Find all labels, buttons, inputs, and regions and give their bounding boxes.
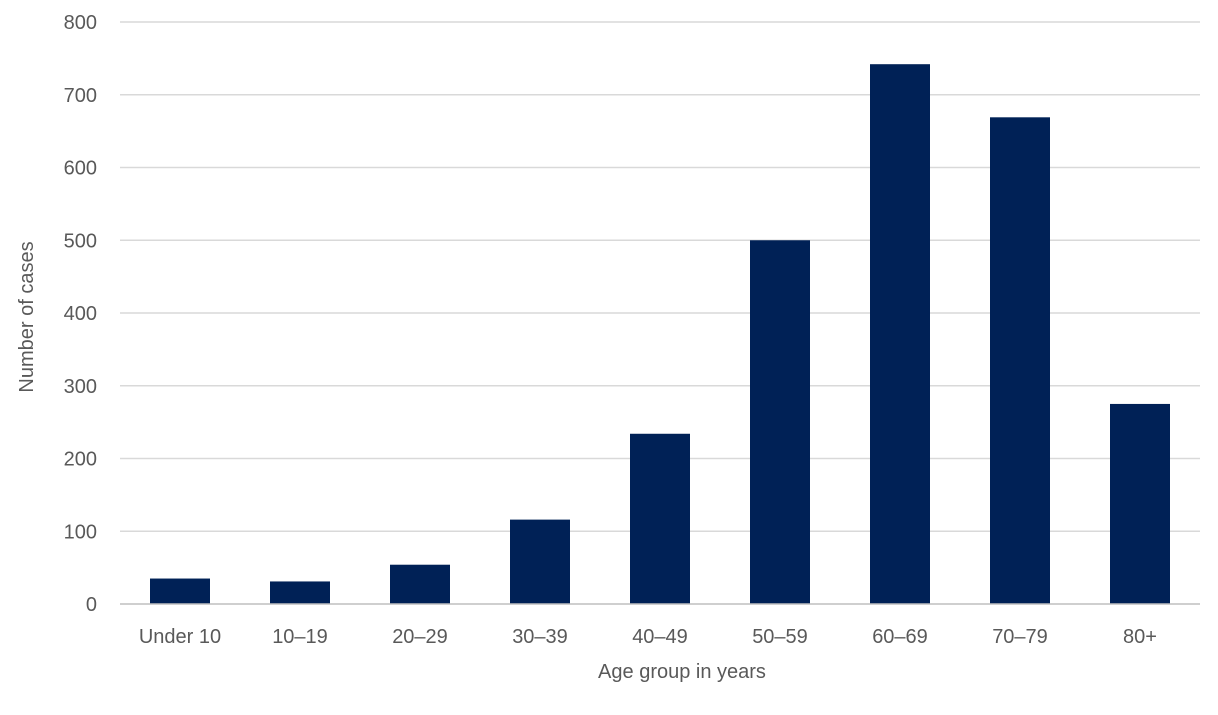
y-tick-label: 500 — [64, 230, 97, 252]
x-tick-label: 60–69 — [872, 626, 928, 648]
x-tick-label: 10–19 — [272, 626, 328, 648]
bar — [630, 433, 690, 604]
bar — [750, 240, 810, 604]
y-tick-label: 400 — [64, 303, 97, 325]
x-tick-label: 40–49 — [632, 626, 688, 648]
x-tick-label: Under 10 — [139, 626, 221, 648]
x-tick-label: 50–59 — [752, 626, 808, 648]
y-tick-label: 700 — [64, 85, 97, 107]
bar — [990, 117, 1050, 605]
bar — [270, 581, 330, 604]
x-tick-label: 80+ — [1123, 626, 1157, 648]
y-tick-label: 200 — [64, 449, 97, 471]
y-axis-ticks: 0 100 200 300 400 500 600 700 800 — [64, 12, 97, 616]
x-tick-label: 20–29 — [392, 626, 448, 648]
y-tick-label: 100 — [64, 521, 97, 543]
y-axis-title: Number of cases — [16, 241, 38, 392]
x-axis-ticks: Under 10 10–19 20–29 30–39 40–49 50–59 60–69 70… — [139, 626, 1157, 648]
bar — [150, 578, 210, 604]
bar — [390, 564, 450, 604]
bar — [1110, 403, 1170, 604]
y-tick-label: 600 — [64, 158, 97, 180]
bar — [510, 519, 570, 604]
y-tick-label: 300 — [64, 376, 97, 398]
y-tick-label: 0 — [86, 594, 97, 616]
bars — [150, 64, 1170, 605]
x-tick-label: 30–39 — [512, 626, 568, 648]
y-tick-label: 800 — [64, 12, 97, 34]
x-tick-label: 70–79 — [992, 626, 1048, 648]
x-axis-title: Age group in years — [598, 661, 766, 683]
bar — [870, 64, 930, 604]
gridlines — [120, 21, 1200, 532]
